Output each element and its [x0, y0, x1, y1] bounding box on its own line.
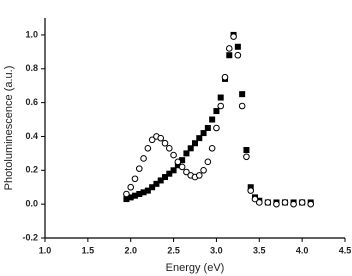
point	[162, 174, 168, 181]
point	[200, 167, 207, 174]
x-tick-label: 2.5	[167, 245, 180, 255]
point	[255, 199, 263, 206]
point	[123, 190, 130, 198]
point	[153, 180, 160, 187]
point	[166, 170, 173, 177]
point	[200, 130, 207, 137]
point	[234, 51, 242, 59]
point	[230, 33, 237, 40]
point	[144, 187, 151, 194]
y-tick-label: 0.8	[25, 63, 38, 73]
point	[196, 135, 203, 142]
y-tick-label: 1.0	[25, 29, 38, 39]
point	[170, 167, 177, 174]
point	[161, 139, 169, 147]
point	[251, 195, 259, 203]
point	[213, 108, 220, 115]
x-tick-label: 3.0	[210, 245, 223, 255]
point	[213, 124, 220, 132]
x-tick-label: 4.5	[339, 245, 352, 255]
point	[165, 145, 173, 152]
point	[178, 163, 186, 171]
x-tick-label: 1.5	[82, 245, 95, 255]
x-tick-label: 4.0	[296, 245, 309, 255]
point	[148, 136, 156, 144]
point	[273, 200, 280, 208]
y-tick-label: 0.0	[25, 199, 38, 209]
point	[192, 140, 198, 147]
point	[187, 145, 194, 152]
x-axis-title: Energy (eV)	[166, 262, 225, 274]
point	[183, 168, 190, 176]
point	[127, 183, 135, 191]
point	[234, 43, 241, 50]
point	[226, 52, 233, 59]
x-tick-label: 1.0	[39, 245, 52, 255]
x-tick-label: 2.0	[124, 245, 137, 255]
point	[247, 187, 255, 194]
point	[243, 147, 250, 153]
x-tick-label: 3.5	[253, 245, 266, 255]
point	[183, 150, 190, 157]
point	[239, 91, 246, 98]
point	[225, 45, 233, 52]
point	[217, 102, 225, 110]
point	[131, 175, 139, 183]
point	[149, 184, 156, 191]
point	[204, 125, 211, 131]
point	[221, 73, 229, 81]
y-tick-label: 0.4	[25, 131, 38, 141]
point	[238, 102, 246, 110]
point	[290, 200, 297, 208]
point	[298, 199, 306, 206]
point	[135, 165, 143, 172]
point	[243, 153, 250, 161]
point	[217, 94, 224, 101]
point	[144, 145, 152, 152]
point	[140, 155, 147, 162]
point	[157, 134, 165, 142]
point	[307, 200, 315, 208]
point	[204, 158, 212, 166]
point	[170, 151, 177, 159]
point	[281, 199, 289, 206]
y-axis-title: Photoluminescence (a.u.)	[3, 66, 15, 191]
point	[208, 145, 216, 152]
point	[264, 199, 272, 206]
point	[174, 158, 182, 166]
y-tick-label: 0.2	[25, 165, 38, 175]
point	[209, 116, 216, 123]
y-tick-label: -0.2	[22, 232, 38, 242]
point	[157, 177, 164, 184]
point	[195, 172, 203, 179]
y-tick-label: 0.6	[25, 97, 38, 107]
